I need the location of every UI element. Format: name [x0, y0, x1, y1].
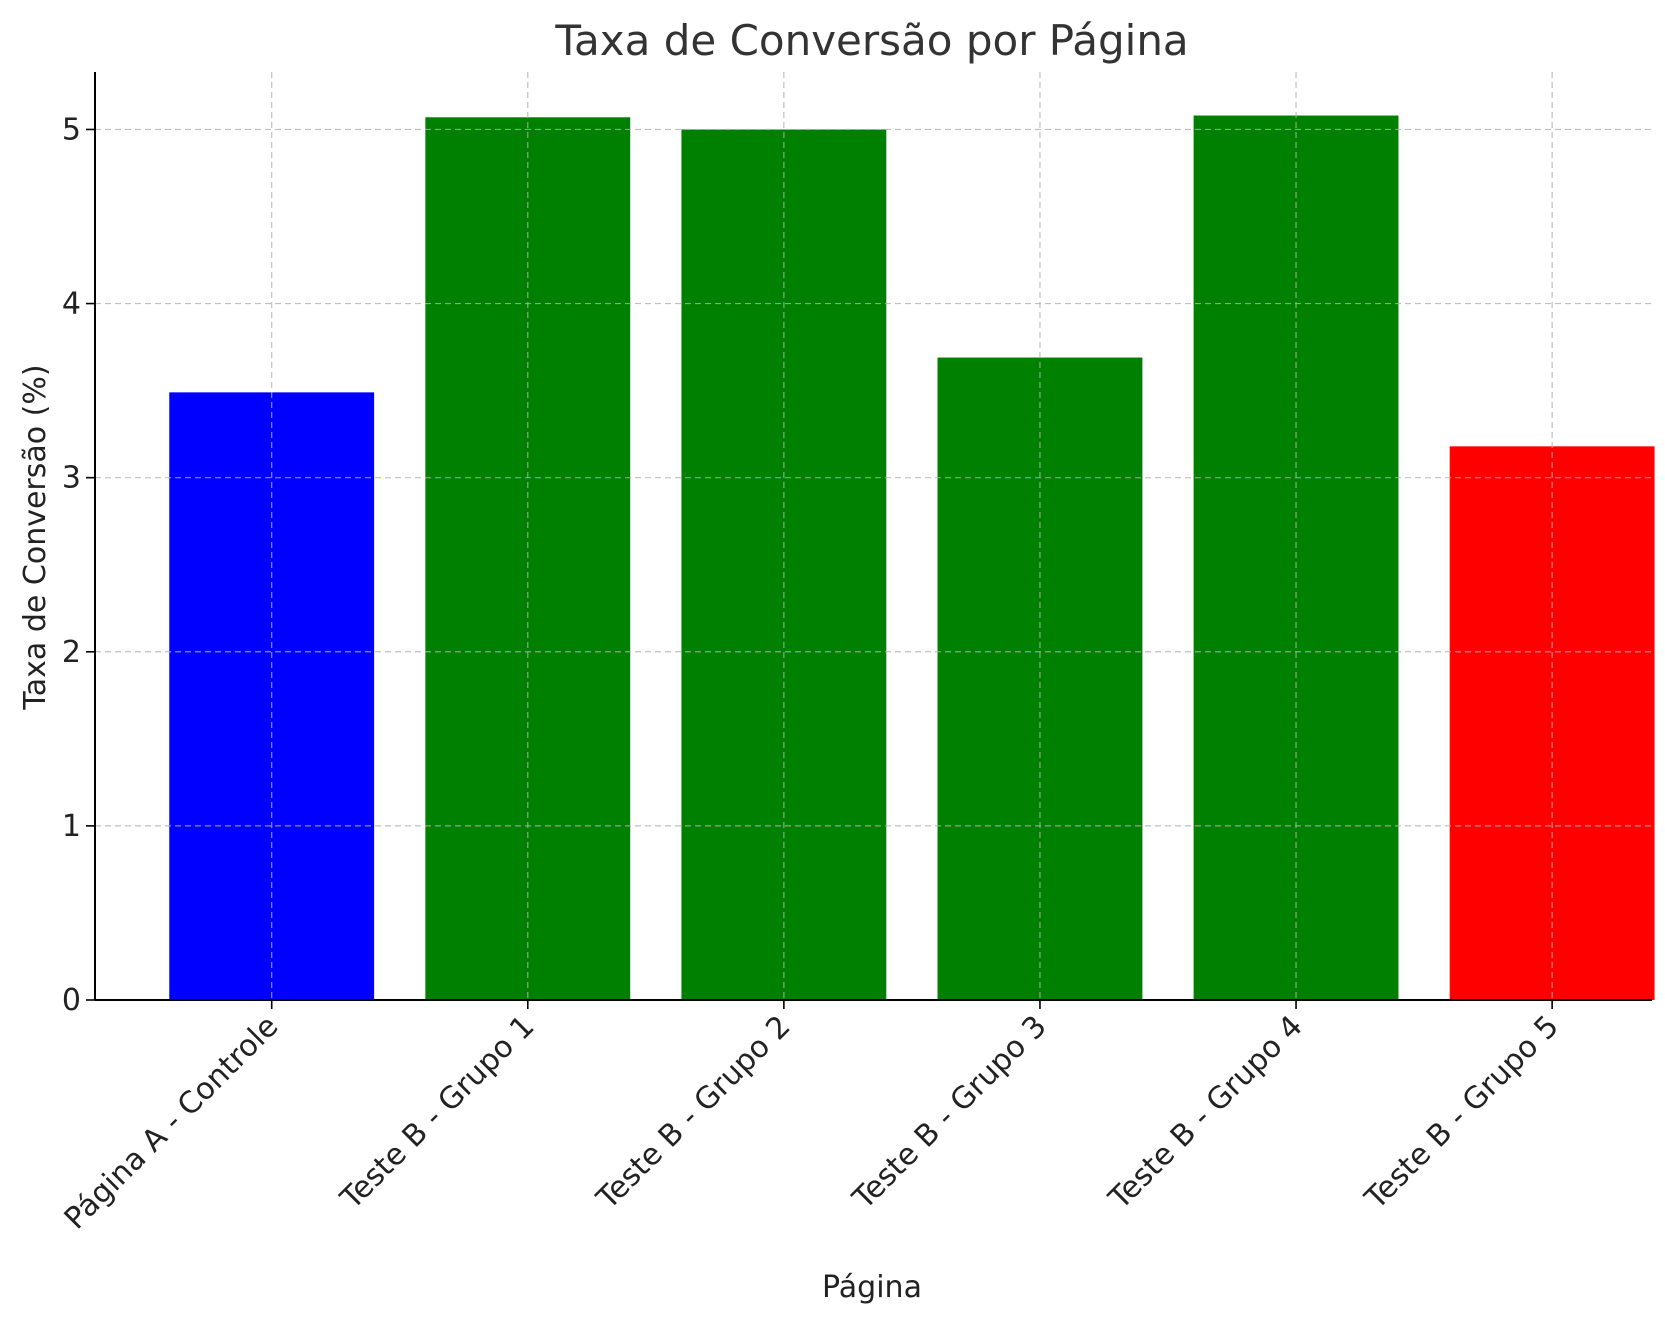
chart-title: Taxa de Conversão por Página [554, 16, 1188, 65]
y-axis-label: Taxa de Conversão (%) [18, 364, 53, 710]
y-tick-label: 0 [62, 983, 81, 1018]
y-tick-labels: 0 1 2 3 4 5 [62, 112, 81, 1018]
y-tick-label: 2 [62, 635, 81, 670]
x-tick-label: Teste B - Grupo 5 [1358, 1009, 1566, 1217]
grid-lines [95, 72, 1652, 1000]
axes [86, 72, 1652, 1009]
x-tick-label: Teste B - Grupo 1 [333, 1009, 541, 1217]
x-tick-label: Página A - Controle [58, 1009, 286, 1237]
x-axis-label: Página [822, 1270, 922, 1305]
x-tick-label: Teste B - Grupo 4 [1102, 1009, 1310, 1217]
y-tick-label: 4 [62, 287, 81, 322]
x-tick-label: Teste B - Grupo 3 [846, 1009, 1054, 1217]
bars [169, 115, 1655, 1000]
x-tick-labels: Página A - Controle Teste B - Grupo 1 Test… [58, 1009, 1566, 1237]
y-tick-label: 1 [62, 809, 81, 844]
x-tick-label: Teste B - Grupo 2 [590, 1009, 798, 1217]
y-tick-label: 3 [62, 461, 81, 496]
y-tick-label: 5 [62, 112, 81, 147]
